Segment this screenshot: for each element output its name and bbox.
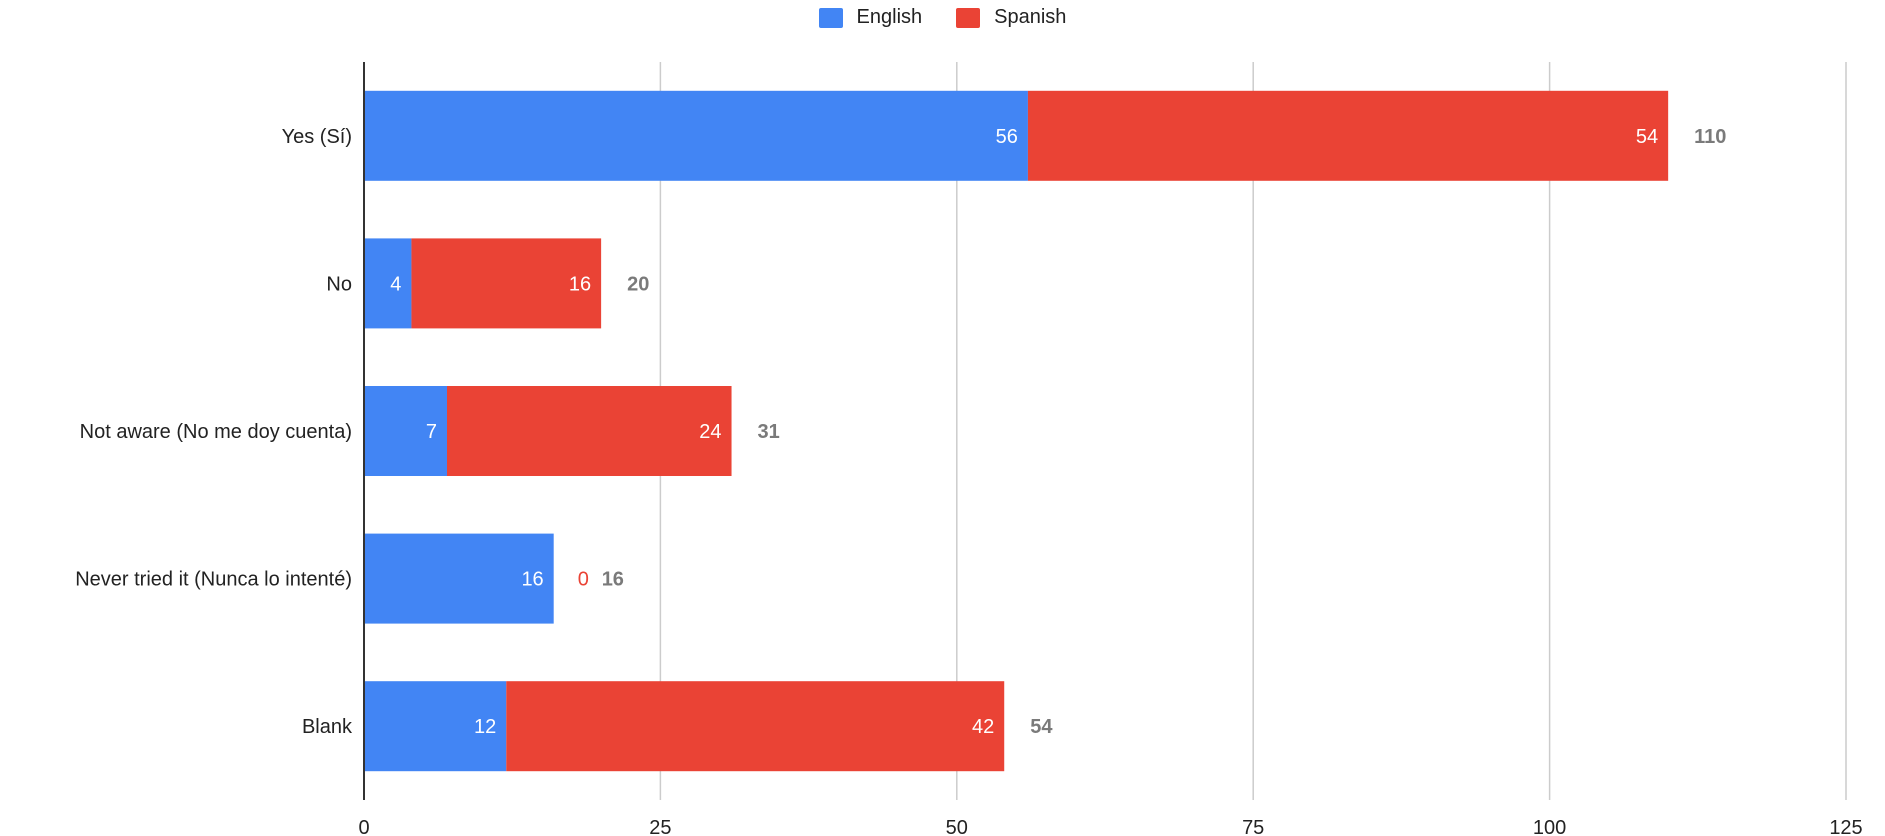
data-label-spanish-4: 42 xyxy=(972,716,994,738)
category-label-2: Not aware (No me doy cuenta) xyxy=(80,421,352,443)
data-label-spanish-3: 0 xyxy=(578,569,589,591)
bar-english-1 xyxy=(364,238,412,329)
x-tick-50: 50 xyxy=(946,817,968,836)
x-tick-labels: 0 25 50 75 100 125 xyxy=(358,817,1862,836)
data-label-spanish-2: 24 xyxy=(699,421,721,443)
legend: English Spanish xyxy=(0,6,1885,29)
total-label-3: 16 xyxy=(602,569,624,591)
category-label-4: Blank xyxy=(302,716,353,738)
data-label-english-1: 4 xyxy=(390,273,401,295)
data-label-spanish-0: 54 xyxy=(1636,126,1658,148)
legend-item-spanish: Spanish xyxy=(956,6,1066,29)
data-label-english-0: 56 xyxy=(996,126,1018,148)
legend-label-english: English xyxy=(856,6,923,28)
bars xyxy=(364,90,1669,772)
bar-english-4 xyxy=(364,681,507,772)
data-label-english-4: 12 xyxy=(474,716,496,738)
bar-english-3 xyxy=(364,533,554,624)
total-label-1: 20 xyxy=(627,273,649,295)
legend-item-english: English xyxy=(818,6,923,29)
category-label-3: Never tried it (Nunca lo intenté) xyxy=(75,569,352,591)
category-label-0: Yes (Sí) xyxy=(282,126,352,148)
legend-swatch-english xyxy=(818,7,843,28)
data-label-english-2: 7 xyxy=(426,421,437,443)
total-label-0: 110 xyxy=(1694,126,1726,148)
legend-label-spanish: Spanish xyxy=(994,6,1067,28)
data-label-spanish-1: 16 xyxy=(569,273,591,295)
bar-spanish-1 xyxy=(411,238,602,329)
bar-spanish-4 xyxy=(506,681,1005,772)
data-labels: 56 54 110 4 16 20 7 24 31 16 0 16 12 42 54 xyxy=(390,126,1726,738)
x-tick-75: 75 xyxy=(1242,817,1264,836)
bar-english-0 xyxy=(364,90,1028,181)
category-labels: Yes (Sí) No Not aware (No me doy cuenta) Ne… xyxy=(75,126,353,738)
legend-swatch-spanish xyxy=(956,7,981,28)
total-label-4: 54 xyxy=(1030,716,1053,738)
gridlines xyxy=(659,62,1847,800)
total-label-2: 31 xyxy=(758,421,780,443)
data-label-english-3: 16 xyxy=(521,569,543,591)
bar-spanish-2 xyxy=(446,386,732,476)
x-tick-25: 25 xyxy=(649,817,671,836)
x-tick-125: 125 xyxy=(1829,817,1862,836)
category-label-1: No xyxy=(326,273,352,295)
bar-spanish-0 xyxy=(1027,90,1669,181)
x-tick-0: 0 xyxy=(358,817,369,836)
bar-english-2 xyxy=(364,386,447,476)
x-tick-100: 100 xyxy=(1533,817,1566,836)
